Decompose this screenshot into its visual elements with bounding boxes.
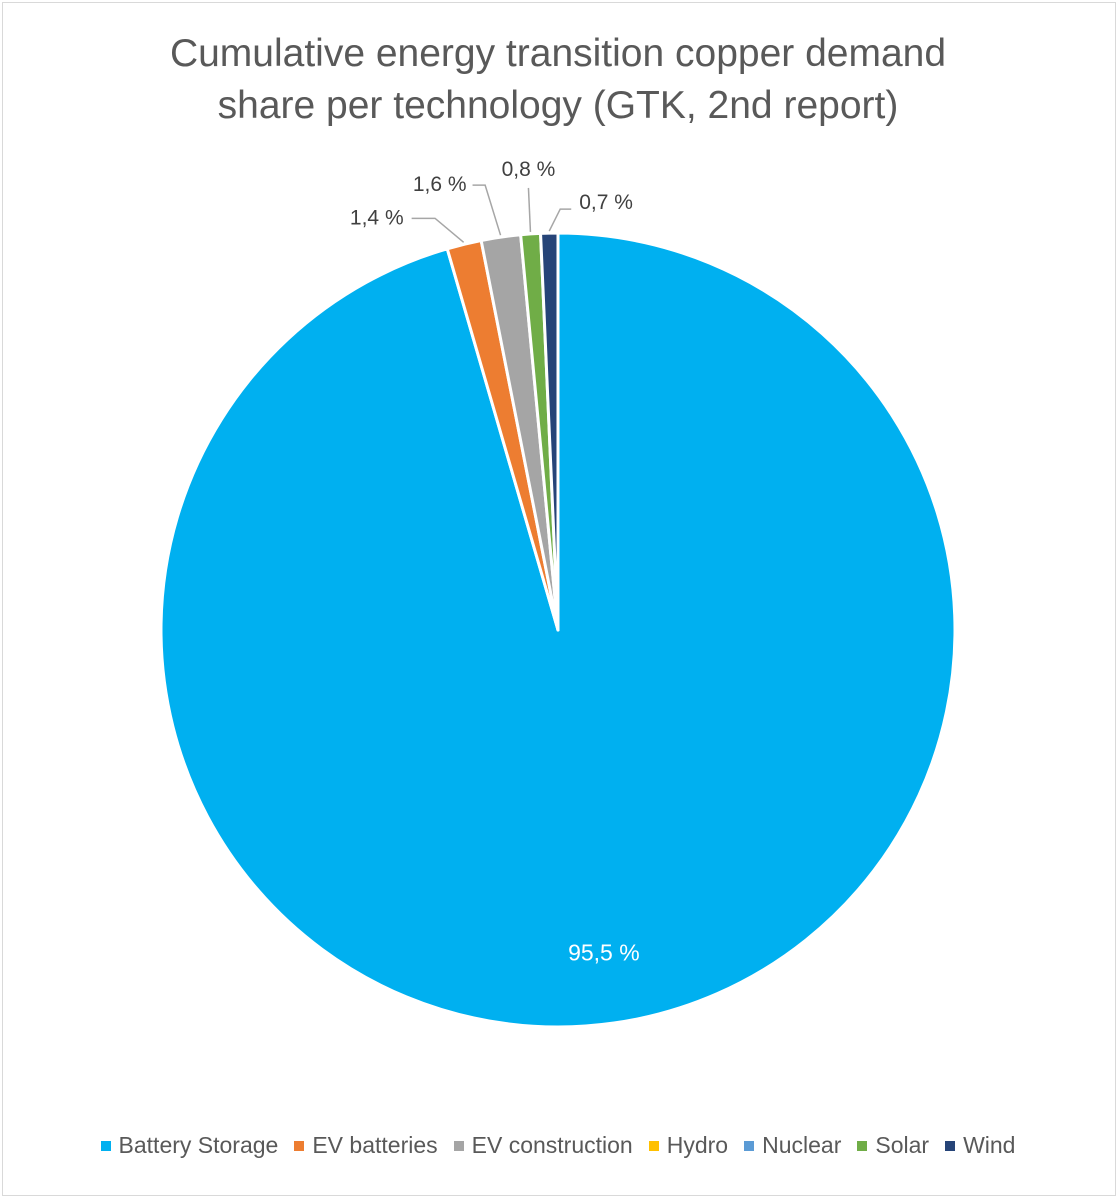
legend-swatch-ev-construction	[453, 1140, 464, 1151]
chart-title-line-2: share per technology (GTK, 2nd report)	[217, 84, 899, 127]
leader-line-ev-construction	[472, 184, 502, 236]
leader-line-wind	[548, 208, 572, 232]
chart-legend: Battery Storage EV batteries EV constructi…	[0, 1132, 1116, 1159]
legend-item-hydro: Hydro	[648, 1132, 729, 1159]
legend-label-ev-construction: EV construction	[471, 1132, 633, 1158]
legend-swatch-hydro	[648, 1140, 659, 1151]
legend-item-ev-construction: EV construction	[453, 1132, 633, 1159]
chart-title: Cumulative energy transition copper dema…	[0, 28, 1116, 132]
legend-item-ev-batteries: EV batteries	[294, 1132, 438, 1159]
legend-swatch-battery-storage	[100, 1140, 111, 1151]
legend-label-hydro: Hydro	[666, 1132, 729, 1158]
legend-label-nuclear: Nuclear	[762, 1132, 842, 1158]
pie-slice-wind	[539, 231, 560, 632]
leader-line-ev-batteries	[411, 217, 465, 243]
legend-swatch-wind	[945, 1140, 956, 1151]
legend-label-ev-batteries: EV batteries	[312, 1132, 438, 1158]
data-label-battery-storage: 95,5 %	[568, 939, 640, 965]
chart-title-line-1: Cumulative energy transition copper dema…	[169, 32, 947, 75]
leader-line-solar	[527, 187, 532, 232]
legend-swatch-ev-batteries	[294, 1140, 305, 1151]
legend-label-battery-storage: Battery Storage	[118, 1132, 279, 1158]
legend-swatch-solar	[857, 1140, 868, 1151]
legend-item-solar: Solar	[857, 1132, 929, 1159]
data-label-wind: 0,7 %	[579, 191, 633, 214]
data-label-ev-construction: 1,6 %	[413, 173, 467, 196]
legend-item-battery-storage: Battery Storage	[100, 1132, 279, 1159]
data-label-solar: 0,8 %	[502, 158, 556, 181]
data-label-ev-batteries: 1,4 %	[350, 206, 404, 229]
legend-label-solar: Solar	[875, 1132, 930, 1158]
legend-item-nuclear: Nuclear	[744, 1132, 841, 1159]
legend-label-wind: Wind	[963, 1132, 1016, 1158]
legend-swatch-nuclear	[744, 1140, 755, 1151]
legend-item-wind: Wind	[945, 1132, 1015, 1159]
